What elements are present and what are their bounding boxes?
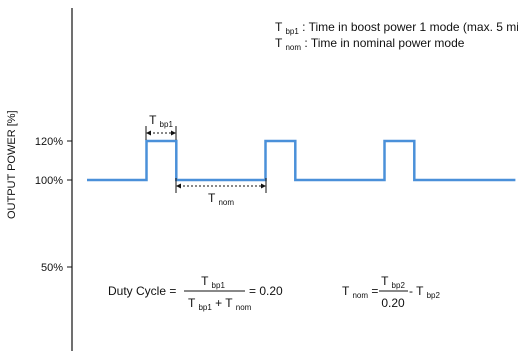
tnom-formula-right: - T bp2 xyxy=(409,284,440,300)
tnom-formula-left: T nom = xyxy=(342,284,378,301)
duty-cycle-suffix: = 0.20 xyxy=(249,284,283,298)
tick-label-120: 120% xyxy=(35,136,63,148)
duty-cycle-formula: Duty Cycle = T bp1 T bp1 + T nom = 0.20 xyxy=(108,274,283,313)
tbp1-arrow-left xyxy=(146,130,151,136)
y-axis-label: OUTPUT POWER [%] xyxy=(6,110,18,219)
tbp1-annotation: T bp1 xyxy=(145,113,177,140)
tnom-arrow-left xyxy=(176,183,181,189)
legend-line-1: T bp1 : Time in boost power 1 mode (max.… xyxy=(275,20,518,37)
duty-cycle-denominator: T bp1 + T nom xyxy=(188,296,252,313)
tbp1-arrow-right xyxy=(171,130,176,136)
legend-block: T bp1 : Time in boost power 1 mode (max.… xyxy=(275,20,518,53)
tnom-formula: T nom = T bp2 0.20 - T bp2 xyxy=(342,274,440,310)
duty-cycle-numerator: T bp1 xyxy=(201,274,225,290)
tick-label-50: 50% xyxy=(41,262,63,274)
power-series-line xyxy=(87,139,516,182)
tnom-annotation: T nom xyxy=(175,178,267,207)
tnom-label: T nom xyxy=(208,191,234,207)
duty-cycle-prefix: Duty Cycle = xyxy=(108,284,176,298)
legend-line-2: T nom : Time in nominal power mode xyxy=(275,36,465,53)
tnom-formula-denominator: 0.20 xyxy=(381,296,405,310)
tbp1-label: T bp1 xyxy=(149,113,173,129)
tick-label-100: 100% xyxy=(35,175,63,187)
tnom-arrow-right xyxy=(261,183,266,189)
tnom-formula-numerator: T bp2 xyxy=(381,274,405,290)
